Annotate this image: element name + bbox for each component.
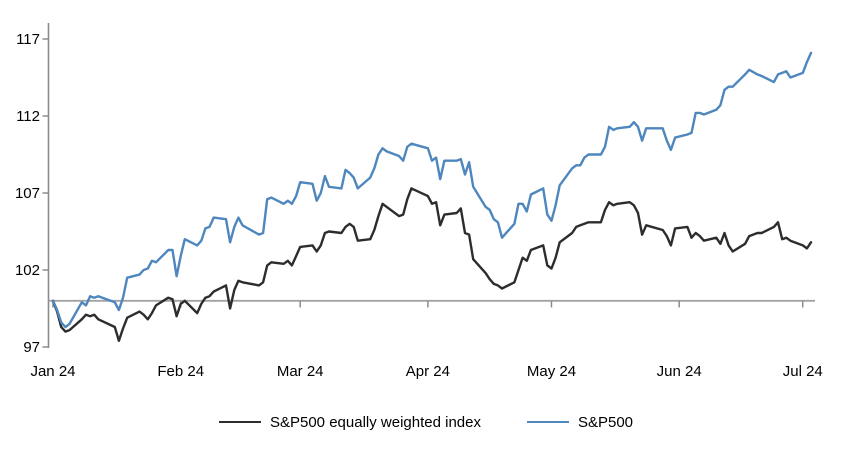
sp500-ew-line-swatch-icon [218,421,261,423]
x-tick-label: Feb 24 [157,363,204,380]
sp500-equal-weight-line [51,187,813,342]
x-axis-labels: Jan 24 Feb 24 Mar 24 Apr 24 May 24 Jun 24 Jul … [30,363,822,380]
y-axis-labels: 97 102 107 112 117 [15,31,40,356]
legend-item-sp500: S&P500 [526,413,634,431]
legend-label-sp500: S&P500 [577,413,634,431]
legend-label-sp500-ew: S&P500 equally weighted index [269,413,481,431]
x-tick-label: Apr 24 [406,363,450,380]
x-tick-label: Mar 24 [277,363,324,380]
x-tick-label: Jul 24 [783,363,823,380]
y-tick-label: 107 [15,185,40,202]
x-tick-label: May 24 [527,363,576,380]
series-lines [51,51,813,342]
legend-item-sp500-ew: S&P500 equally weighted index [218,413,481,431]
x-axis-ticks [52,300,804,308]
sp500-line-swatch-icon [526,421,569,423]
y-axis-ticks [42,38,49,348]
x-tick-label: Jan 24 [30,363,75,380]
x-tick-label: Jun 24 [657,363,702,380]
y-tick-label: 112 [16,108,40,125]
legend: S&P500 equally weighted index S&P500 [0,411,852,433]
y-tick-label: 102 [15,262,40,279]
y-tick-label: 97 [23,339,40,356]
y-tick-label: 117 [16,31,40,48]
sp500-line [51,51,813,329]
